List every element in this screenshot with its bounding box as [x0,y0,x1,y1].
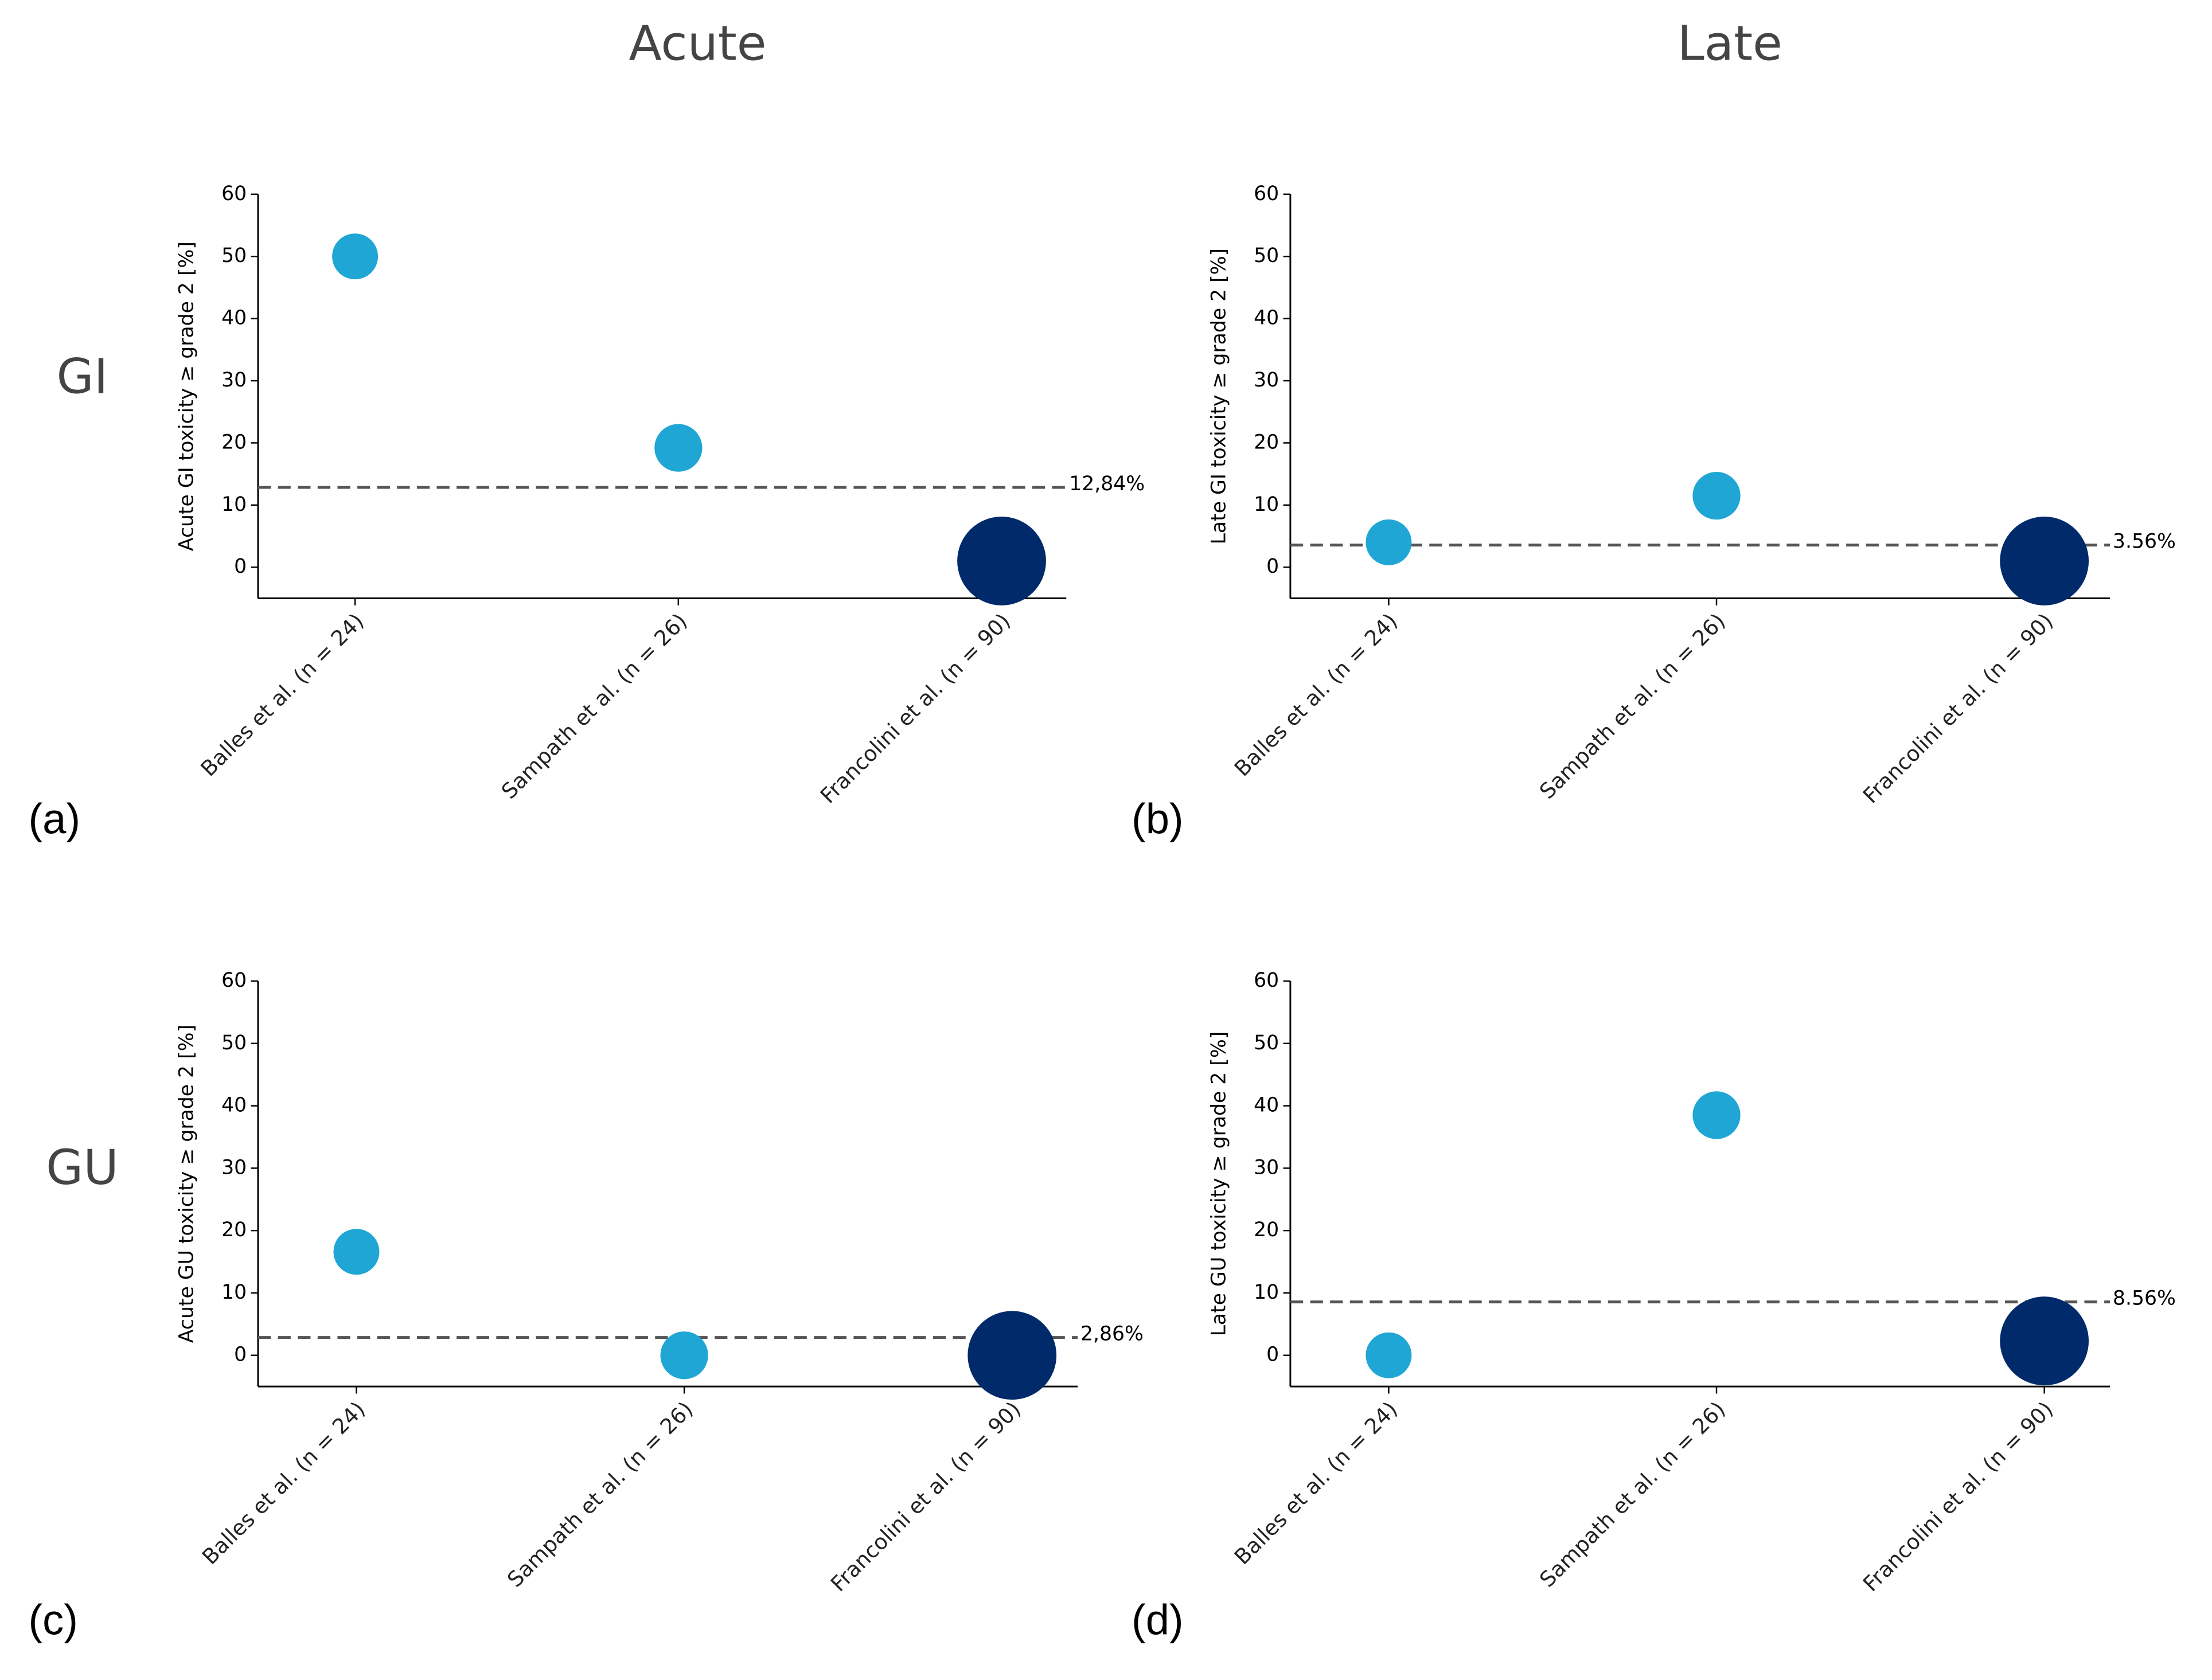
y-tick-label: 40 [1254,1094,1279,1117]
column-title: Late [1677,15,1782,72]
y-tick-label: 60 [1254,182,1279,205]
x-tick-label: Balles et al. (n = 24) [197,1397,370,1569]
y-axis-label: Acute GI toxicity ≥ grade 2 [%] [175,241,198,551]
y-axis-label: Late GI toxicity ≥ grade 2 [%] [1207,248,1230,544]
y-tick-label: 60 [221,182,247,205]
y-tick-label: 20 [221,431,247,454]
panel-label: (a) [28,795,80,843]
bubble [957,517,1046,605]
panel-label: (c) [28,1596,77,1644]
row-label: GU [46,1139,119,1195]
bubble [1692,471,1741,520]
y-tick-label: 0 [234,555,247,578]
y-tick-label: 40 [1254,307,1279,330]
y-axis-label: Late GU toxicity ≥ grade 2 [%] [1207,1032,1230,1337]
y-tick-label: 30 [221,369,247,392]
y-tick-label: 0 [234,1343,247,1366]
x-tick-label: Sampath et al. (n = 26) [1535,608,1730,803]
x-tick-label: Francolini et al. (n = 90) [1858,1397,2058,1596]
bubble [1366,519,1412,565]
bubble [2000,517,2089,605]
y-tick-label: 30 [221,1156,247,1179]
row-label: GI [56,349,108,405]
y-tick-label: 10 [221,1281,247,1304]
x-tick-label: Balles et al. (n = 24) [196,608,369,781]
y-tick-label: 60 [221,969,247,992]
y-tick-label: 20 [1254,431,1279,454]
y-tick-label: 60 [1254,969,1279,992]
y-axis-label: Acute GU toxicity ≥ grade 2 [%] [175,1025,198,1343]
y-tick-label: 30 [1254,1156,1279,1179]
column-title: Acute [629,15,766,72]
x-tick-label: Sampath et al. (n = 26) [502,1397,697,1592]
bubble [1366,1332,1412,1378]
y-tick-label: 30 [1254,369,1279,392]
y-tick-label: 0 [1266,1343,1279,1366]
y-tick-label: 50 [1254,244,1279,267]
bubble [332,233,379,280]
bubble [660,1331,708,1380]
y-tick-label: 10 [1254,493,1279,516]
x-tick-label: Sampath et al. (n = 26) [497,608,692,803]
reference-label: 3.56% [2113,530,2176,553]
reference-label: 2,86% [1080,1323,1144,1346]
reference-label: 12,84% [1069,472,1145,495]
y-tick-label: 10 [221,493,247,516]
x-tick-label: Francolini et al. (n = 90) [1858,608,2058,808]
y-tick-label: 50 [1254,1032,1279,1054]
x-tick-label: Francolini et al. (n = 90) [826,1397,1025,1596]
y-tick-label: 40 [221,307,247,330]
panel-label: (d) [1132,1596,1184,1644]
y-tick-label: 20 [1254,1218,1279,1241]
x-tick-label: Francolini et al. (n = 90) [816,608,1015,808]
bubble [2000,1296,2089,1386]
x-tick-label: Balles et al. (n = 24) [1230,608,1402,781]
bubble [967,1311,1057,1400]
panel-label: (b) [1132,795,1184,843]
bubble [654,424,703,472]
y-tick-label: 50 [221,1032,247,1054]
y-tick-label: 0 [1266,555,1279,578]
y-tick-label: 20 [221,1218,247,1241]
y-tick-label: 40 [221,1094,247,1117]
y-tick-label: 10 [1254,1281,1279,1304]
x-tick-label: Balles et al. (n = 24) [1230,1397,1402,1569]
y-tick-label: 50 [221,244,247,267]
reference-label: 8.56% [2113,1287,2176,1310]
x-tick-label: Sampath et al. (n = 26) [1535,1397,1730,1592]
bubble [333,1229,380,1275]
bubble [1692,1091,1741,1139]
